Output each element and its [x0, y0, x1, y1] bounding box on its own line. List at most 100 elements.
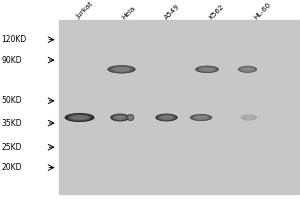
Ellipse shape [238, 66, 256, 72]
Ellipse shape [244, 116, 254, 119]
Ellipse shape [160, 115, 173, 120]
Ellipse shape [156, 114, 177, 121]
Text: Jurkat: Jurkat [75, 1, 94, 20]
Ellipse shape [115, 116, 125, 119]
Ellipse shape [192, 115, 210, 120]
Ellipse shape [243, 116, 255, 120]
Ellipse shape [200, 68, 214, 71]
Ellipse shape [200, 67, 214, 71]
Ellipse shape [72, 116, 87, 119]
Ellipse shape [128, 115, 134, 120]
Ellipse shape [243, 115, 255, 120]
Ellipse shape [112, 114, 128, 121]
Text: 120KD: 120KD [2, 35, 27, 44]
Ellipse shape [157, 114, 176, 121]
Ellipse shape [191, 114, 211, 121]
Ellipse shape [242, 115, 256, 120]
Ellipse shape [194, 115, 208, 120]
Text: 35KD: 35KD [2, 119, 22, 128]
Ellipse shape [116, 116, 124, 119]
Ellipse shape [242, 115, 256, 120]
Ellipse shape [127, 114, 134, 121]
Ellipse shape [196, 66, 218, 72]
Ellipse shape [195, 66, 219, 73]
Text: A549: A549 [164, 3, 181, 20]
Ellipse shape [111, 67, 132, 72]
Ellipse shape [114, 67, 129, 71]
Ellipse shape [196, 66, 218, 73]
Ellipse shape [241, 115, 257, 120]
Text: Hela: Hela [120, 4, 136, 20]
Ellipse shape [113, 115, 127, 120]
Ellipse shape [192, 115, 210, 120]
Ellipse shape [128, 115, 133, 120]
Ellipse shape [190, 114, 212, 121]
Ellipse shape [159, 115, 174, 120]
Ellipse shape [110, 114, 130, 121]
Ellipse shape [128, 115, 134, 120]
Ellipse shape [239, 66, 256, 72]
Ellipse shape [109, 66, 134, 73]
Ellipse shape [110, 66, 133, 73]
Ellipse shape [239, 67, 256, 72]
Ellipse shape [197, 66, 217, 72]
Ellipse shape [194, 116, 208, 119]
Ellipse shape [109, 66, 134, 73]
Ellipse shape [242, 115, 256, 120]
Ellipse shape [112, 114, 128, 121]
Ellipse shape [128, 115, 133, 120]
Ellipse shape [70, 115, 89, 120]
Ellipse shape [193, 115, 209, 120]
Ellipse shape [155, 114, 178, 121]
Ellipse shape [191, 115, 211, 120]
Ellipse shape [66, 114, 93, 122]
Ellipse shape [195, 116, 207, 119]
Ellipse shape [128, 116, 133, 119]
Ellipse shape [108, 65, 135, 73]
Bar [58, 20, 298, 194]
Ellipse shape [241, 115, 257, 120]
Ellipse shape [112, 67, 131, 72]
Ellipse shape [158, 115, 175, 120]
Ellipse shape [112, 115, 128, 120]
Ellipse shape [241, 67, 254, 72]
Ellipse shape [238, 66, 257, 73]
Ellipse shape [242, 67, 254, 71]
Ellipse shape [127, 115, 134, 120]
Ellipse shape [157, 114, 176, 121]
Text: HL-60: HL-60 [252, 1, 272, 20]
Ellipse shape [68, 114, 91, 121]
Ellipse shape [240, 67, 255, 72]
Ellipse shape [113, 67, 130, 72]
Ellipse shape [190, 114, 212, 121]
Ellipse shape [242, 68, 253, 71]
Ellipse shape [244, 116, 254, 119]
Ellipse shape [198, 67, 216, 72]
Ellipse shape [65, 113, 94, 122]
Ellipse shape [67, 114, 92, 121]
Text: 25KD: 25KD [2, 143, 22, 152]
Ellipse shape [198, 67, 216, 72]
Ellipse shape [156, 114, 177, 121]
Ellipse shape [107, 65, 136, 73]
Text: 50KD: 50KD [2, 96, 22, 105]
Text: 20KD: 20KD [2, 163, 22, 172]
Ellipse shape [158, 115, 175, 120]
Ellipse shape [69, 115, 90, 121]
Ellipse shape [127, 114, 134, 121]
Text: K562: K562 [207, 3, 225, 20]
Ellipse shape [114, 115, 126, 120]
Ellipse shape [127, 114, 134, 121]
Ellipse shape [199, 67, 215, 72]
Ellipse shape [160, 116, 172, 119]
Ellipse shape [111, 66, 132, 72]
Ellipse shape [161, 116, 172, 119]
Ellipse shape [196, 66, 218, 73]
Ellipse shape [111, 114, 129, 121]
Ellipse shape [64, 113, 94, 122]
Ellipse shape [71, 115, 88, 120]
Ellipse shape [67, 114, 92, 121]
Ellipse shape [238, 66, 257, 73]
Ellipse shape [70, 115, 88, 120]
Ellipse shape [128, 116, 133, 119]
